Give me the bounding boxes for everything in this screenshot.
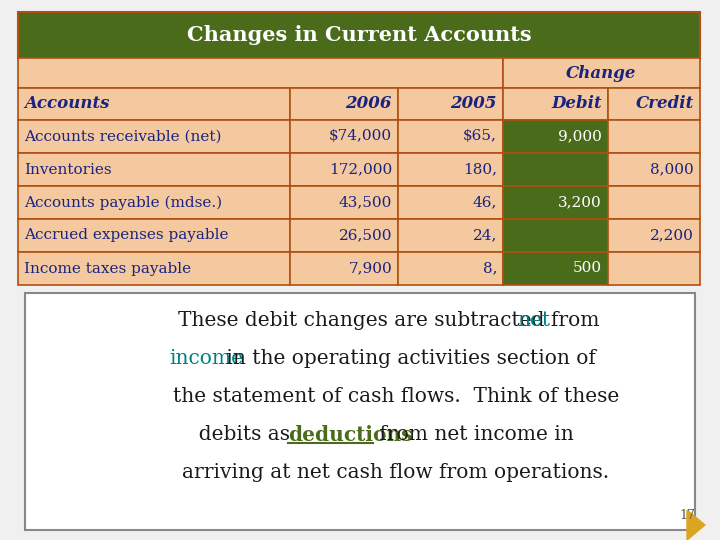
Text: 46,: 46, [472, 195, 497, 210]
Bar [503, 252, 608, 285]
Bar [18, 58, 503, 88]
Bar [18, 12, 700, 58]
Bar [398, 219, 503, 252]
Bar [290, 219, 398, 252]
Text: Change: Change [566, 64, 636, 82]
Text: 43,500: 43,500 [338, 195, 392, 210]
Text: Accounts: Accounts [24, 96, 109, 112]
Text: 2005: 2005 [451, 96, 497, 112]
Bar [25, 293, 695, 530]
Text: 9,000: 9,000 [558, 130, 602, 144]
Text: 2006: 2006 [346, 96, 392, 112]
Text: 2,200: 2,200 [650, 228, 694, 242]
Bar [398, 153, 503, 186]
Text: 8,: 8, [482, 261, 497, 275]
Bar [290, 252, 398, 285]
Text: the statement of cash flows.  Think of these: the statement of cash flows. Think of th… [174, 388, 620, 407]
Text: 172,000: 172,000 [329, 163, 392, 177]
Text: deductions: deductions [288, 425, 413, 445]
Text: Changes in Current Accounts: Changes in Current Accounts [186, 25, 531, 45]
Bar [503, 186, 608, 219]
Bar [18, 120, 290, 153]
Text: Accounts receivable (net): Accounts receivable (net) [24, 130, 222, 144]
Bar [608, 153, 700, 186]
Bar [398, 120, 503, 153]
Text: $74,000: $74,000 [329, 130, 392, 144]
Bar [290, 88, 398, 120]
Bar [18, 88, 290, 120]
Text: $65,: $65, [463, 130, 497, 144]
Bar [503, 58, 700, 88]
Bar [503, 219, 608, 252]
Text: Debit: Debit [552, 96, 602, 112]
Text: Inventories: Inventories [24, 163, 112, 177]
Text: 500: 500 [573, 261, 602, 275]
Bar [503, 88, 608, 120]
Polygon shape [687, 510, 705, 540]
Bar [18, 252, 290, 285]
Text: 7,900: 7,900 [348, 261, 392, 275]
Text: Accrued expenses payable: Accrued expenses payable [24, 228, 228, 242]
Bar [608, 252, 700, 285]
Bar [18, 219, 290, 252]
Text: from net income in: from net income in [373, 426, 573, 444]
Text: arriving at net cash flow from operations.: arriving at net cash flow from operation… [182, 463, 609, 483]
Bar [18, 153, 290, 186]
Text: in the operating activities section of: in the operating activities section of [220, 349, 596, 368]
Text: These debit changes are subtracted from: These debit changes are subtracted from [178, 312, 606, 330]
Bar [290, 153, 398, 186]
Text: 3,200: 3,200 [558, 195, 602, 210]
Bar [608, 186, 700, 219]
Bar [503, 120, 608, 153]
Text: debits as: debits as [186, 426, 297, 444]
Text: 8,000: 8,000 [650, 163, 694, 177]
Text: 24,: 24, [472, 228, 497, 242]
Text: net: net [517, 312, 550, 330]
Text: income: income [169, 349, 243, 368]
Text: Credit: Credit [636, 96, 694, 112]
Bar [290, 120, 398, 153]
Text: 180,: 180, [463, 163, 497, 177]
Bar [290, 186, 398, 219]
Bar [608, 120, 700, 153]
Bar [398, 252, 503, 285]
Text: Accounts payable (mdse.): Accounts payable (mdse.) [24, 195, 222, 210]
Text: 17: 17 [679, 509, 695, 522]
Bar [398, 186, 503, 219]
Bar [18, 186, 290, 219]
Bar [398, 88, 503, 120]
Bar [503, 153, 608, 186]
Text: 26,500: 26,500 [338, 228, 392, 242]
Text: Income taxes payable: Income taxes payable [24, 261, 191, 275]
Bar [608, 219, 700, 252]
Bar [608, 88, 700, 120]
